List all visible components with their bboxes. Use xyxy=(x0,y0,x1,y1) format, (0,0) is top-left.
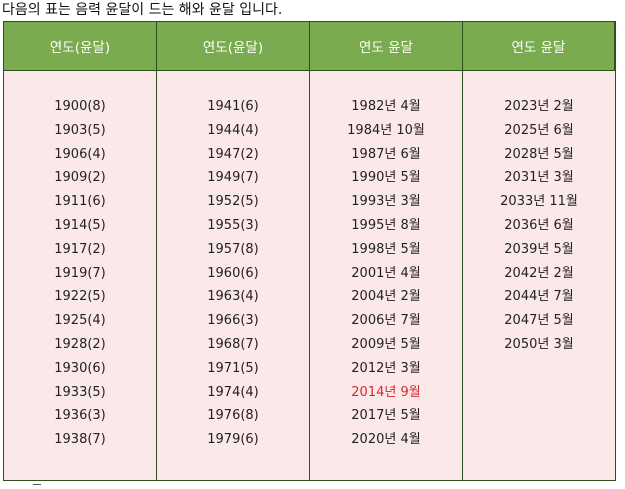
year-entry: 1925(4) xyxy=(54,313,106,329)
year-entry: 2044년 7월 xyxy=(504,289,574,305)
year-entry: 1966(3) xyxy=(207,313,259,329)
year-entry: 1993년 3월 xyxy=(351,194,421,210)
year-entry: 1930(6) xyxy=(54,360,106,376)
year-entry: 1936(3) xyxy=(54,408,106,424)
leap-month-table: 연도(윤달) 연도(윤달) 연도 윤달 연도 윤달 1900(8) 1903(5)… xyxy=(3,21,616,481)
column-header-4: 연도 윤달 xyxy=(463,22,615,71)
year-entry: 2033년 11월 xyxy=(500,194,578,210)
year-column-3: 1982년 4월 1984년 10월 1987년 6월 1990년 5월 1993년 3… xyxy=(310,71,463,480)
year-entry: 1911(6) xyxy=(54,194,106,210)
year-entry: 2047년 5월 xyxy=(504,313,574,329)
year-entry: 1914(5) xyxy=(54,217,106,233)
intro-text: 다음의 표는 음력 윤달이 드는 해와 윤달 입니다. xyxy=(2,2,283,18)
year-entry: 1906(4) xyxy=(54,146,106,162)
year-column-4: 2023년 2월 2025년 6월 2028년 5월 2031년 3월 2033년 11… xyxy=(463,71,615,480)
year-entry: 1928(2) xyxy=(54,336,106,352)
year-entry: 1957(8) xyxy=(207,241,259,257)
year-entry: 2036년 6월 xyxy=(504,217,574,233)
year-entry: 2012년 3월 xyxy=(351,360,421,376)
year-entry: 2039년 5월 xyxy=(504,241,574,257)
year-entry: 1995년 8월 xyxy=(351,217,421,233)
year-entry: 1900(8) xyxy=(54,99,106,114)
year-entry: 1982년 4월 xyxy=(351,99,421,114)
year-entry: 2028년 5월 xyxy=(504,146,574,162)
year-entry: 1990년 5월 xyxy=(351,170,421,186)
year-entry: 1917(2) xyxy=(54,241,106,257)
year-entry: 1922(5) xyxy=(54,289,106,305)
year-entry: 2020년 4월 xyxy=(351,432,421,448)
column-header-3: 연도 윤달 xyxy=(310,22,463,71)
year-entry: 1909(2) xyxy=(54,170,106,186)
year-entry: 1987년 6월 xyxy=(351,146,421,162)
year-entry: 1903(5) xyxy=(54,122,106,138)
year-entry: 1960(6) xyxy=(207,265,259,281)
year-entry: 1949(7) xyxy=(207,170,259,186)
year-entry: 1938(7) xyxy=(54,432,106,448)
year-entry: 1976(8) xyxy=(207,408,259,424)
year-entry: 2009년 5월 xyxy=(351,336,421,352)
year-entry: 1955(3) xyxy=(207,217,259,233)
year-entry-highlighted: 2014년 9월 xyxy=(351,384,421,400)
year-entry: 1963(4) xyxy=(207,289,259,305)
year-entry: 1952(5) xyxy=(207,194,259,210)
year-entry: 1979(6) xyxy=(207,432,259,448)
year-entry: 2050년 3월 xyxy=(504,336,574,352)
column-header-1: 연도(윤달) xyxy=(4,22,157,71)
year-entry: 2006년 7월 xyxy=(351,313,421,329)
year-entry: 2001년 4월 xyxy=(351,265,421,281)
year-entry: 1947(2) xyxy=(207,146,259,162)
year-entry: 2004년 2월 xyxy=(351,289,421,305)
year-column-2: 1941(6) 1944(4) 1947(2) 1949(7) 1952(5) 1955(… xyxy=(157,71,310,480)
year-entry: 1968(7) xyxy=(207,336,259,352)
footnote-mark xyxy=(33,484,41,485)
year-entry: 1998년 5월 xyxy=(351,241,421,257)
year-entry: 2042년 2월 xyxy=(504,265,574,281)
year-entry: 2017년 5월 xyxy=(351,408,421,424)
year-entry: 1933(5) xyxy=(54,384,106,400)
year-entry: 1941(6) xyxy=(207,99,259,114)
year-entry: 1919(7) xyxy=(54,265,106,281)
year-entry: 2023년 2월 xyxy=(504,99,574,114)
year-entry: 2025년 6월 xyxy=(504,122,574,138)
year-entry: 2031년 3월 xyxy=(504,170,574,186)
year-entry: 1944(4) xyxy=(207,122,259,138)
year-entry: 1974(4) xyxy=(207,384,259,400)
column-header-2: 연도(윤달) xyxy=(157,22,310,71)
year-entry: 1971(5) xyxy=(207,360,259,376)
year-entry: 1984년 10월 xyxy=(347,122,425,138)
year-column-1: 1900(8) 1903(5) 1906(4) 1909(2) 1911(6) 1914(… xyxy=(4,71,157,480)
